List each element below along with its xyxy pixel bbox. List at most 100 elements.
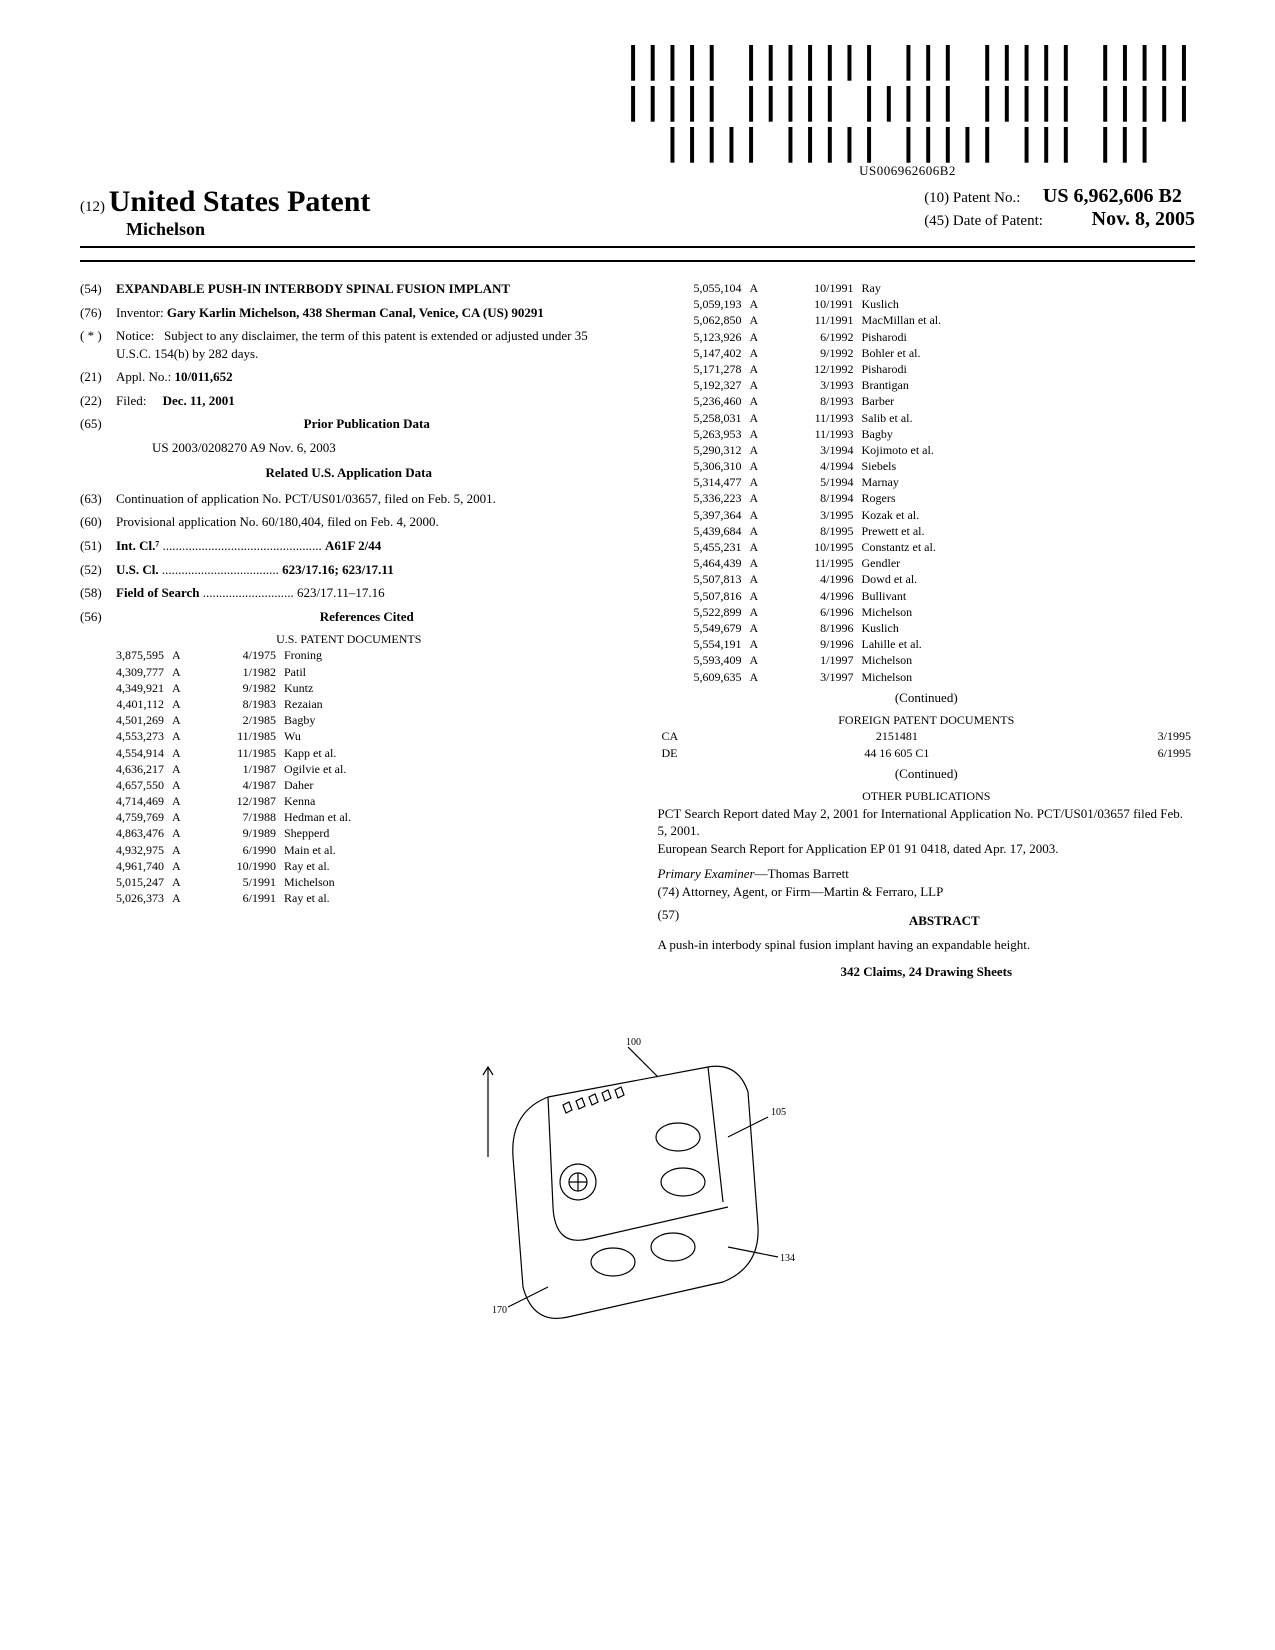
ref-cell: 5/1991 xyxy=(202,874,280,890)
ref-cell: Bagby xyxy=(858,426,1196,442)
filed-label: Filed: xyxy=(116,393,146,408)
other-pub-2: European Search Report for Application E… xyxy=(658,840,1196,858)
ref-cell: 3/1997 xyxy=(780,669,858,685)
ref-cell: Ogilvie et al. xyxy=(280,761,618,777)
ref-cell: Kuslich xyxy=(858,296,1196,312)
patent-date-label: (45) Date of Patent: xyxy=(924,213,1043,229)
ref-cell: 8/1995 xyxy=(780,523,858,539)
ref-cell: Patil xyxy=(280,664,618,680)
ref-cell: 5,439,684 xyxy=(658,523,746,539)
filed-num: (22) xyxy=(80,392,116,410)
doc-author: Michelson xyxy=(126,219,370,240)
ref-row: 5,522,899A6/1996Michelson xyxy=(658,604,1196,620)
ref-cell: 4/1996 xyxy=(780,571,858,587)
ref-cell: 5,464,439 xyxy=(658,555,746,571)
foreign-cell: 2151481 xyxy=(752,728,1042,744)
ref-cell: Prewett et al. xyxy=(858,523,1196,539)
ref-cell: Kojimoto et al. xyxy=(858,442,1196,458)
ref-row: 5,026,373A6/1991Ray et al. xyxy=(80,890,618,906)
ref-cell: Barber xyxy=(858,393,1196,409)
ref-cell: 9/1982 xyxy=(202,680,280,696)
ref-cell: A xyxy=(168,890,202,906)
ref-row: 4,714,469A12/1987Kenna xyxy=(80,793,618,809)
ref-cell: A xyxy=(746,410,780,426)
ref-cell: 6/1990 xyxy=(202,842,280,858)
foreign-cell: 3/1995 xyxy=(1042,728,1195,744)
ref-row: 4,961,740A10/1990Ray et al. xyxy=(80,858,618,874)
foreign-row: DE44 16 605 C16/1995 xyxy=(658,745,1196,761)
ref-cell: 3/1993 xyxy=(780,377,858,393)
header: (12) United States Patent Michelson (10)… xyxy=(80,185,1195,248)
prov-text: Provisional application No. 60/180,404, … xyxy=(116,513,618,531)
ref-cell: Brantigan xyxy=(858,377,1196,393)
foreign-cell: DE xyxy=(658,745,752,761)
ref-cell: 3/1995 xyxy=(780,507,858,523)
continued-1: (Continued) xyxy=(658,689,1196,707)
ref-cell: 6/1996 xyxy=(780,604,858,620)
ref-row: 4,401,112A8/1983Rezaian xyxy=(80,696,618,712)
ref-cell: 5,609,635 xyxy=(658,669,746,685)
ref-cell: A xyxy=(168,761,202,777)
ref-cell: 4,932,975 xyxy=(80,842,168,858)
ref-cell: Salib et al. xyxy=(858,410,1196,426)
ref-cell: 8/1993 xyxy=(780,393,858,409)
ref-cell: A xyxy=(746,442,780,458)
ref-cell: Ray xyxy=(858,280,1196,296)
ref-cell: A xyxy=(746,361,780,377)
title-num: (54) xyxy=(80,280,116,298)
appl-label: Appl. No.: xyxy=(116,369,171,384)
ref-cell: 8/1996 xyxy=(780,620,858,636)
ref-cell: A xyxy=(746,280,780,296)
abstract-text: A push-in interbody spinal fusion implan… xyxy=(658,936,1196,954)
inventor-num: (76) xyxy=(80,304,116,322)
ref-cell: 4,714,469 xyxy=(80,793,168,809)
ref-cell: A xyxy=(168,647,202,663)
ref-row: 4,863,476A9/1989Shepperd xyxy=(80,825,618,841)
ref-cell: Wu xyxy=(280,728,618,744)
examiner: —Thomas Barrett xyxy=(755,866,849,881)
field-label: Field of Search xyxy=(116,585,200,600)
ref-cell: A xyxy=(746,296,780,312)
ref-row: 4,349,921A9/1982Kuntz xyxy=(80,680,618,696)
ref-cell: 4/1987 xyxy=(202,777,280,793)
ref-cell: A xyxy=(746,571,780,587)
ref-cell: 5,026,373 xyxy=(80,890,168,906)
inventor-row: (76) Inventor: Gary Karlin Michelson, 43… xyxy=(80,304,618,322)
ref-cell: 1/1982 xyxy=(202,664,280,680)
filed-date: Dec. 11, 2001 xyxy=(163,393,235,408)
ref-cell: A xyxy=(746,507,780,523)
svg-text:170: 170 xyxy=(492,1305,507,1316)
dots: ........................................… xyxy=(163,538,326,553)
patent-figure: 100 170 105 134 xyxy=(80,1007,1195,1372)
ref-cell: 5,192,327 xyxy=(658,377,746,393)
related-title: Related U.S. Application Data xyxy=(80,464,618,482)
ref-cell: 5,507,816 xyxy=(658,588,746,604)
prior-text: US 2003/0208270 A9 Nov. 6, 2003 xyxy=(152,439,618,457)
ref-cell: A xyxy=(746,588,780,604)
ref-cell: 2/1985 xyxy=(202,712,280,728)
field-row: (58) Field of Search ...................… xyxy=(80,584,618,602)
ref-cell: 5,263,953 xyxy=(658,426,746,442)
ref-cell: Pisharodi xyxy=(858,361,1196,377)
ref-cell: A xyxy=(168,793,202,809)
ref-cell: 4,863,476 xyxy=(80,825,168,841)
ref-row: 5,336,223A8/1994Rogers xyxy=(658,490,1196,506)
intcl-num: (51) xyxy=(80,537,116,555)
ref-cell: A xyxy=(746,539,780,555)
ref-cell: Siebels xyxy=(858,458,1196,474)
ref-row: 5,306,310A4/1994Siebels xyxy=(658,458,1196,474)
ref-cell: 1/1997 xyxy=(780,652,858,668)
ref-cell: 11/1991 xyxy=(780,312,858,328)
ref-cell: 4,636,217 xyxy=(80,761,168,777)
ref-cell: Kapp et al. xyxy=(280,745,618,761)
ref-cell: 9/1992 xyxy=(780,345,858,361)
ref-row: 5,236,460A8/1993Barber xyxy=(658,393,1196,409)
refs-num: (56) xyxy=(80,608,116,626)
refs-title: References Cited xyxy=(320,609,414,624)
provisional-row: (60) Provisional application No. 60/180,… xyxy=(80,513,618,531)
ref-cell: 5,306,310 xyxy=(658,458,746,474)
ref-cell: Michelson xyxy=(858,669,1196,685)
ref-row: 4,636,217A1/1987Ogilvie et al. xyxy=(80,761,618,777)
ref-cell: Daher xyxy=(280,777,618,793)
ref-cell: Gendler xyxy=(858,555,1196,571)
